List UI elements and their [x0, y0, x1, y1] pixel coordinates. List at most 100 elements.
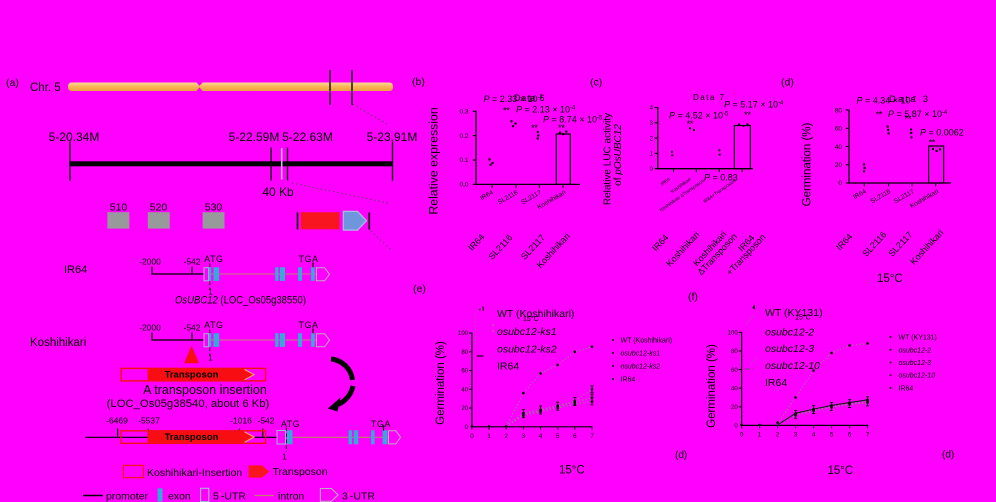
svg-text:3: 3 [522, 433, 526, 440]
svg-text:osubc12-ks1: osubc12-ks1 [621, 351, 661, 358]
svg-text:0.2: 0.2 [459, 133, 468, 140]
svg-text:60: 60 [461, 369, 468, 375]
svg-text:Germination (%): Germination (%) [802, 122, 814, 206]
svg-text:20: 20 [835, 162, 843, 169]
svg-text:Koshihikari: Koshihikari [30, 337, 86, 349]
svg-text:(a): (a) [6, 77, 19, 89]
svg-text:IR64: IR64 [497, 361, 519, 373]
svg-text:4: 4 [650, 106, 654, 112]
svg-text:15°C: 15°C [523, 315, 539, 323]
svg-text:-6469: -6469 [106, 416, 128, 426]
svg-text:-1016: -1016 [230, 416, 252, 426]
svg-text:Data 7: Data 7 [693, 93, 726, 102]
svg-text:P = 0.83: P = 0.83 [704, 173, 738, 183]
svg-text:**: ** [531, 123, 538, 134]
svg-text:5: 5 [830, 432, 834, 439]
svg-text:7: 7 [866, 432, 870, 439]
svg-text:-5537: -5537 [138, 416, 160, 426]
svg-text:5-20.34M: 5-20.34M [49, 130, 100, 144]
svg-text:530: 530 [205, 202, 223, 214]
svg-text:4: 4 [812, 432, 816, 439]
svg-text:P = 2.13 × 10-4: P = 2.13 × 10-4 [516, 105, 576, 115]
svg-text:P = 5.17 × 10-4: P = 5.17 × 10-4 [724, 100, 784, 110]
svg-text:0: 0 [650, 167, 654, 173]
svg-text:-542: -542 [257, 416, 274, 426]
svg-text:4: 4 [539, 433, 543, 440]
svg-text:40: 40 [731, 386, 738, 392]
svg-text:osubc12-ks2: osubc12-ks2 [621, 364, 661, 371]
svg-text:**: ** [905, 114, 912, 125]
svg-text:0: 0 [740, 432, 744, 439]
svg-text:osubc12-3: osubc12-3 [765, 343, 814, 355]
svg-text:40 Kb: 40 Kb [262, 185, 294, 199]
svg-text:osubc12-3: osubc12-3 [899, 360, 932, 367]
svg-text:intron: intron [278, 491, 304, 502]
svg-text:osubc12-ks2: osubc12-ks2 [497, 344, 557, 356]
svg-text:80: 80 [731, 349, 738, 355]
svg-text:6: 6 [848, 432, 852, 439]
svg-text:ATG: ATG [281, 419, 300, 429]
svg-text:2: 2 [650, 136, 654, 142]
svg-text:0.3: 0.3 [459, 109, 468, 116]
svg-text:40: 40 [835, 144, 843, 151]
svg-text:5-22.59M: 5-22.59M [229, 130, 280, 144]
svg-text:1: 1 [650, 152, 654, 158]
svg-text:**: ** [558, 123, 565, 134]
svg-text:15°C: 15°C [559, 465, 585, 477]
svg-text:5'-UTR: 5'-UTR [213, 491, 246, 502]
svg-text:exon: exon [168, 491, 191, 502]
svg-text:5-23.91M: 5-23.91M [367, 130, 418, 144]
svg-text:osubc12-2: osubc12-2 [899, 347, 932, 354]
svg-text:osubc12-10: osubc12-10 [765, 360, 820, 372]
svg-text:15°C: 15°C [795, 314, 811, 322]
svg-text:1: 1 [282, 453, 287, 462]
svg-text:(c): (c) [590, 77, 602, 89]
svg-text:5: 5 [556, 433, 560, 440]
svg-text:(d): (d) [942, 450, 954, 461]
svg-text:Chr. 5: Chr. 5 [30, 82, 61, 94]
svg-text:IR64: IR64 [64, 264, 87, 276]
svg-text:40: 40 [461, 387, 468, 393]
svg-text:80: 80 [835, 107, 843, 114]
svg-text:of pOsUBC12: of pOsUBC12 [613, 124, 624, 186]
svg-text:20: 20 [731, 405, 738, 411]
svg-text:0: 0 [734, 424, 738, 430]
svg-text:**: ** [503, 106, 510, 117]
svg-text:Transposon: Transposon [273, 466, 328, 478]
svg-text:510: 510 [110, 202, 128, 214]
svg-text:0.1: 0.1 [459, 157, 468, 164]
svg-text:OsUBC12 (LOC_Os05g38550): OsUBC12 (LOC_Os05g38550) [175, 295, 306, 307]
svg-text:WT (KY131): WT (KY131) [765, 307, 823, 319]
svg-text:2: 2 [504, 433, 508, 440]
svg-text:15°C: 15°C [828, 465, 854, 477]
svg-text:IR64: IR64 [765, 377, 787, 389]
svg-text:**: ** [744, 110, 751, 121]
svg-text:100: 100 [728, 331, 739, 337]
svg-text:0: 0 [465, 425, 469, 431]
svg-text:P = 8.74 × 10-5: P = 8.74 × 10-5 [543, 115, 603, 125]
svg-text:IR64: IR64 [899, 385, 914, 392]
svg-text:(d): (d) [675, 450, 687, 461]
svg-text:0: 0 [470, 433, 474, 440]
svg-text:7: 7 [590, 433, 594, 440]
svg-text:6: 6 [573, 433, 577, 440]
svg-text:15°C: 15°C [877, 273, 903, 285]
svg-text:osubc12-2: osubc12-2 [765, 327, 814, 339]
svg-text:Koshihikari-Insertion: Koshihikari-Insertion [147, 467, 242, 479]
svg-text:(f): (f) [688, 291, 698, 303]
svg-text:20: 20 [461, 406, 468, 412]
svg-text:P = 4.34 × 10-7: P = 4.34 × 10-7 [857, 96, 917, 106]
svg-text:P = 2.33 × 10-7: P = 2.33 × 10-7 [484, 94, 544, 104]
svg-text:1: 1 [487, 433, 491, 440]
svg-text:IR64: IR64 [660, 177, 672, 188]
svg-text:Germination (%): Germination (%) [435, 341, 447, 425]
svg-text:P = 5.87 × 10-4: P = 5.87 × 10-4 [888, 109, 948, 119]
svg-text:osubc12-10: osubc12-10 [899, 373, 936, 380]
svg-text:WT (KY131): WT (KY131) [899, 335, 937, 342]
svg-text:**: ** [687, 119, 694, 130]
svg-text:1: 1 [758, 432, 762, 439]
svg-text:promoter: promoter [106, 491, 149, 502]
svg-text:**: ** [929, 138, 936, 149]
svg-text:3'-UTR: 3'-UTR [342, 491, 375, 502]
svg-text:**: ** [876, 110, 883, 121]
